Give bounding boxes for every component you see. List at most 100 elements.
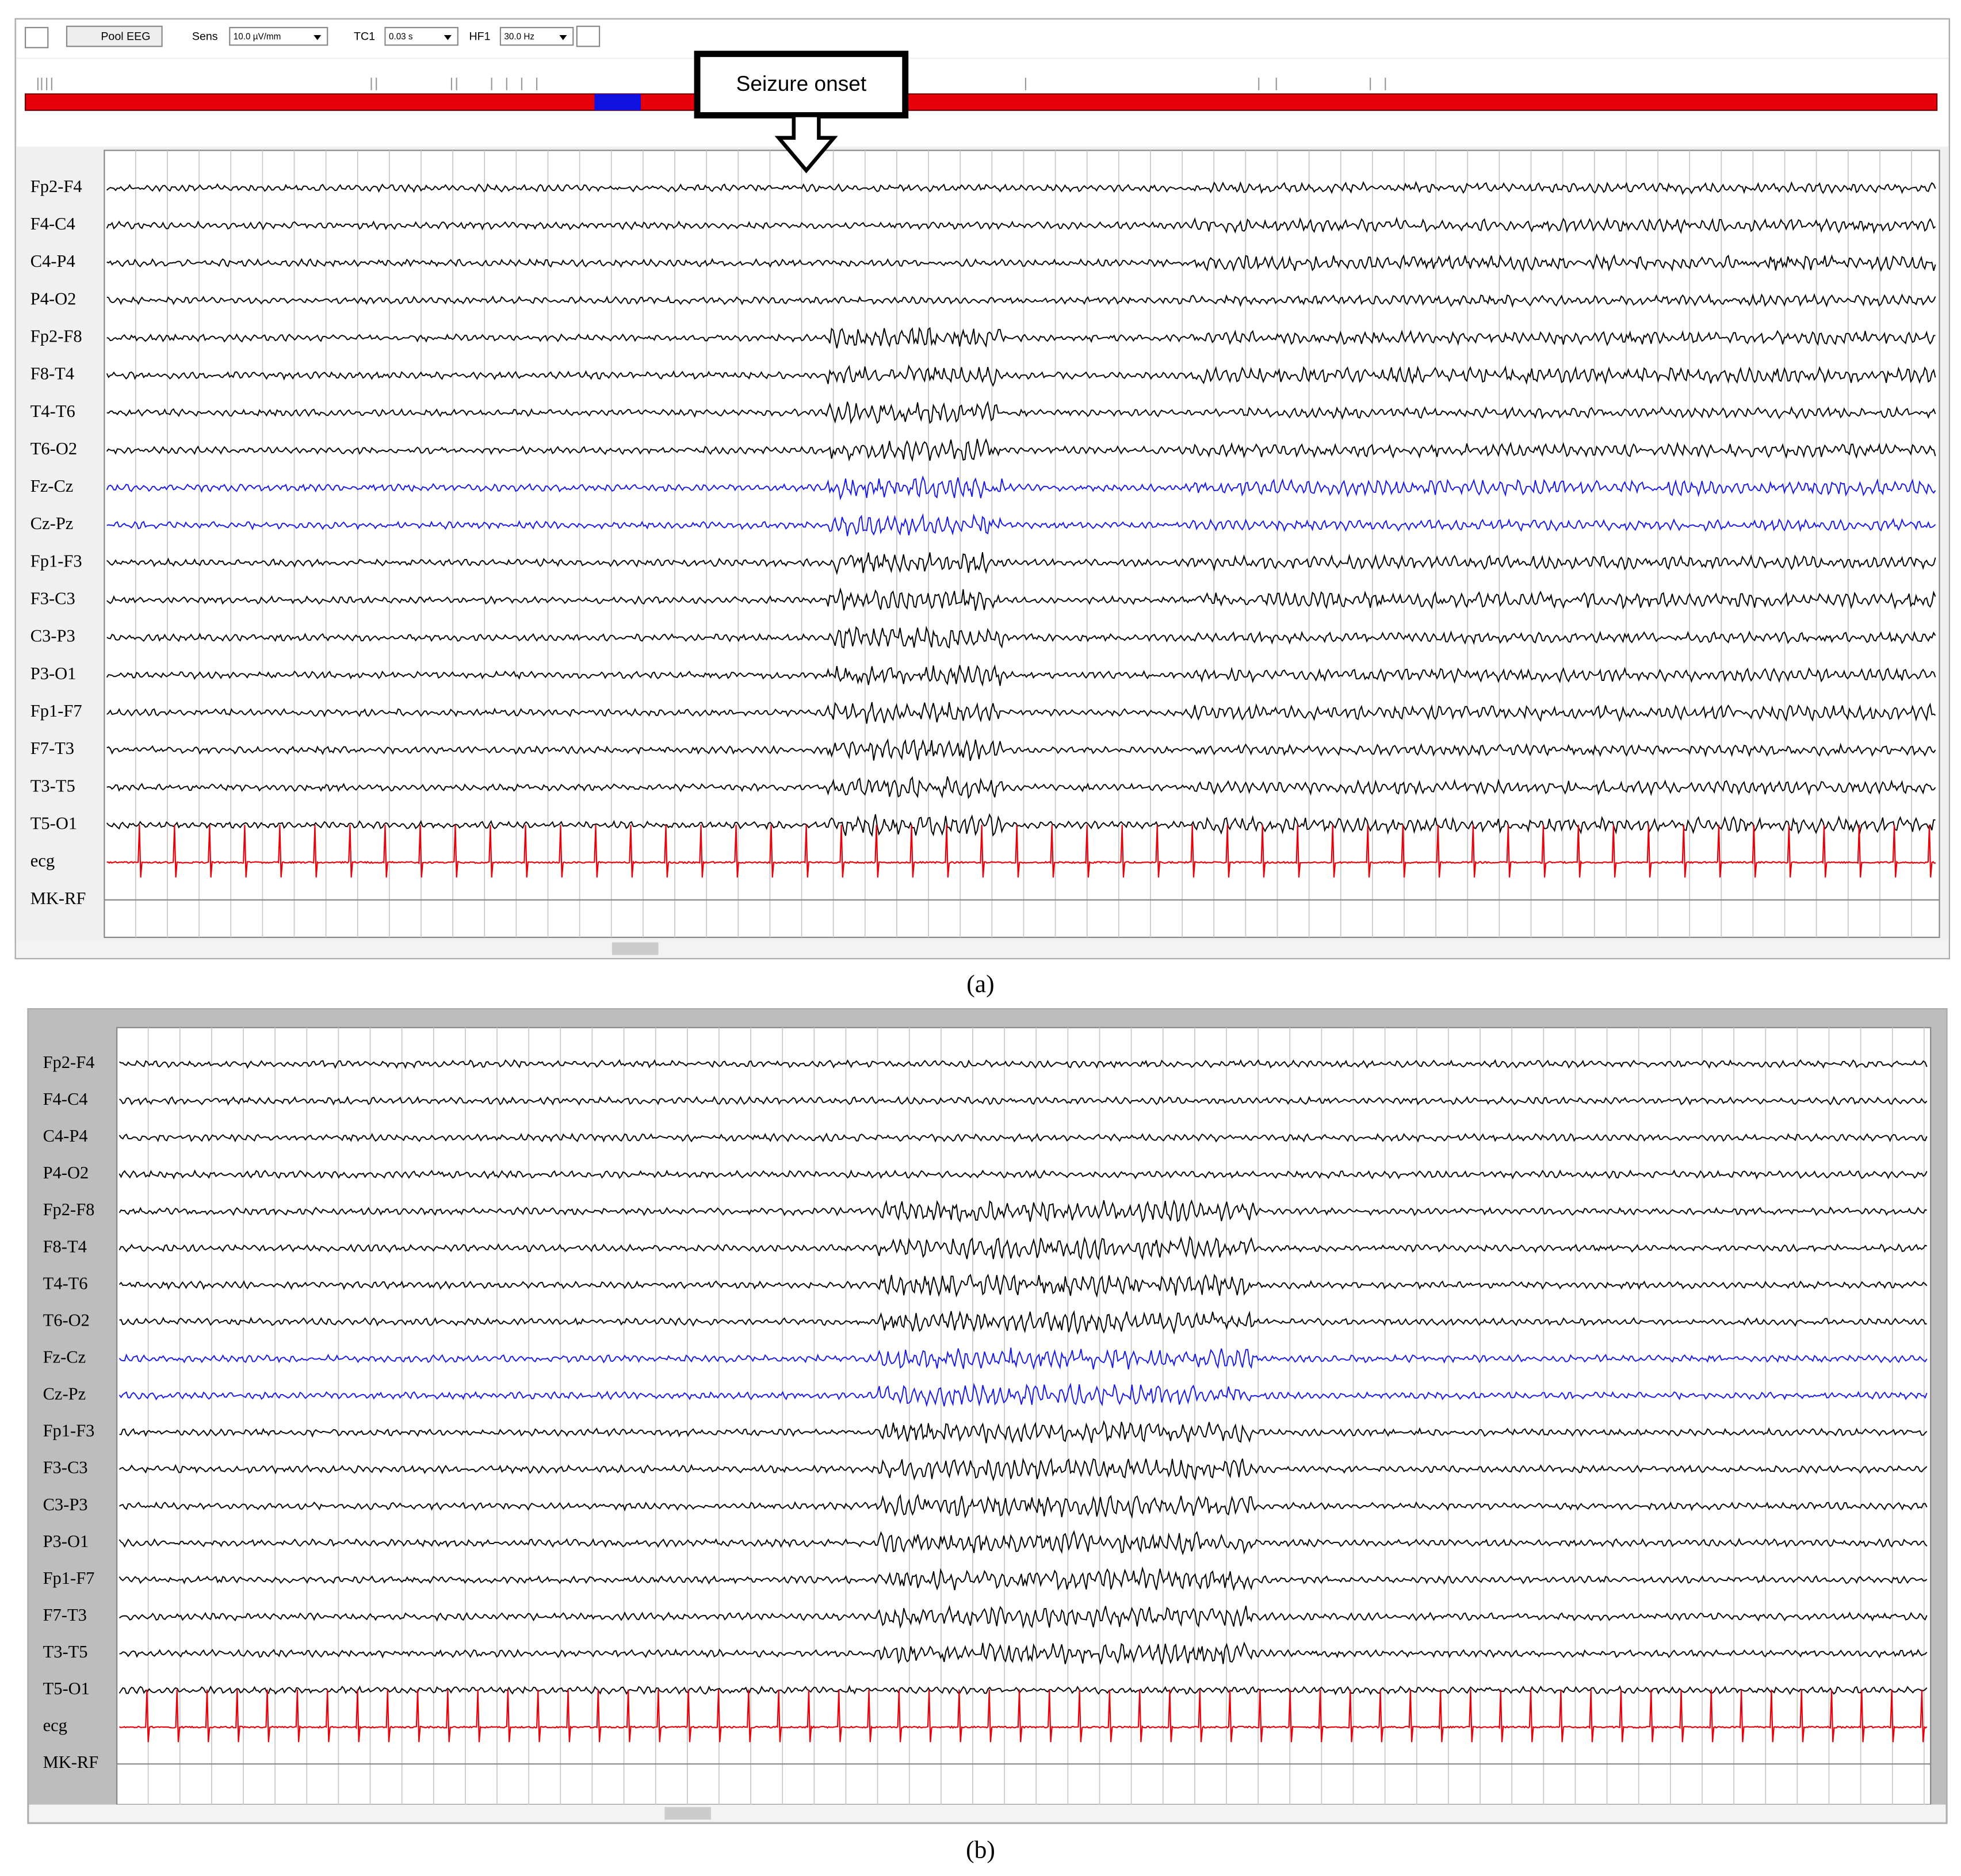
channel-label: Fp1-F7 <box>43 1568 95 1588</box>
eeg-trace <box>118 1494 1928 1519</box>
ecg-trace <box>106 825 1936 878</box>
channel-label: P4-O2 <box>30 289 77 308</box>
channel-label: T3-T5 <box>30 776 75 795</box>
eeg-trace <box>106 216 1936 234</box>
channel-label: C3-P3 <box>43 1495 88 1514</box>
eeg-trace <box>118 1096 1928 1106</box>
eeg-trace <box>118 1347 1928 1370</box>
trace-area-b <box>116 1027 1932 1805</box>
eeg-trace <box>118 1169 1928 1180</box>
eeg-traces: Fp2-F4 F4-C4 C4-P4 P4-O2 Fp2-F8 F8-T4 T4-T6 T6-… <box>43 1027 1931 1805</box>
timeline-position <box>594 94 641 110</box>
ecg-trace <box>118 1689 1928 1743</box>
scrollbar-thumb[interactable] <box>611 942 659 955</box>
channel-label: P3-O1 <box>43 1532 89 1551</box>
eeg-trace <box>106 181 1936 196</box>
channel-label: F8-T4 <box>43 1236 87 1256</box>
trace-area-a <box>104 150 1940 938</box>
channel-label: Fp1-F7 <box>30 701 82 721</box>
sens-select[interactable] <box>229 26 328 46</box>
eeg-trace <box>118 1273 1928 1298</box>
channel-label: Fz-Cz <box>30 476 74 496</box>
eeg-trace <box>106 400 1936 425</box>
eeg-trace <box>106 702 1936 724</box>
channel-label: MK-RF <box>30 889 86 908</box>
pool-button-label: Pool EEG <box>101 30 150 43</box>
channel-label: Fp1-F3 <box>30 551 82 571</box>
channel-label: F3-C3 <box>30 589 75 608</box>
eeg-trace <box>118 1132 1928 1143</box>
eeg-trace <box>118 1199 1927 1223</box>
channel-label: Fp2-F8 <box>30 326 82 346</box>
hf-label: HF1 <box>469 30 490 43</box>
eeg-traces: Fp2-F4 F4-C4 C4-P4 P4-O2 Fp2-F8 F8-T4 T4-T6 T6-… <box>30 150 1940 937</box>
eeg-trace <box>106 625 1936 649</box>
channel-label: C3-P3 <box>30 626 75 646</box>
eeg-trace <box>118 1382 1928 1407</box>
scrollbar[interactable] <box>29 1804 1946 1823</box>
channel-label: T4-T6 <box>43 1273 88 1293</box>
eeg-trace <box>106 253 1936 273</box>
eeg-trace <box>118 1059 1928 1070</box>
channel-label: T5-O1 <box>43 1679 90 1698</box>
channel-label: Fp2-F8 <box>43 1200 95 1219</box>
tc-value: 0.03 s <box>389 32 413 41</box>
channel-label: F7-T3 <box>43 1605 87 1625</box>
channel-label: F7-T3 <box>30 738 74 758</box>
annotation-arrow <box>774 113 838 174</box>
channel-label: P3-O1 <box>30 664 77 683</box>
channel-label: Fp1-F3 <box>43 1421 95 1441</box>
eeg-trace <box>119 1310 1927 1335</box>
timeline-ticks <box>37 78 1386 90</box>
eeg-trace <box>118 1605 1928 1629</box>
eeg-trace <box>106 664 1936 687</box>
channel-label: F4-C4 <box>43 1089 88 1109</box>
hf-value: 30.0 Hz <box>504 32 534 41</box>
eeg-trace <box>106 327 1936 349</box>
scrollbar[interactable] <box>16 940 1948 958</box>
eeg-trace <box>119 1420 1928 1444</box>
channel-label: Fz-Cz <box>43 1347 86 1366</box>
eeg-trace <box>106 513 1936 537</box>
eeg-trace <box>118 1530 1928 1556</box>
dropdown-arrow <box>559 35 567 40</box>
timeline-bar[interactable] <box>24 93 1938 111</box>
eeg-trace <box>106 552 1936 576</box>
channel-label: T6-O2 <box>43 1310 90 1330</box>
dropdown-arrow <box>444 35 452 40</box>
scrollbar-thumb[interactable] <box>664 1807 712 1820</box>
eeg-trace <box>119 1641 1928 1666</box>
channel-label: ecg <box>30 851 55 871</box>
eeg-trace <box>106 475 1936 501</box>
channel-label: C4-P4 <box>43 1126 88 1146</box>
sens-value: 10.0 µV/mm <box>234 32 281 41</box>
channel-label: T6-O2 <box>30 439 77 458</box>
eeg-trace <box>106 813 1936 837</box>
channel-label: ecg <box>43 1716 67 1735</box>
channel-label: T3-T5 <box>43 1642 88 1661</box>
pool-button[interactable] <box>66 25 163 47</box>
channel-label: F8-T4 <box>30 364 74 384</box>
channel-label: F4-C4 <box>30 214 75 233</box>
caption: (a) <box>966 970 994 998</box>
dropdown-arrow <box>314 35 322 40</box>
eeg-trace <box>106 438 1936 462</box>
toolbar <box>16 20 1948 58</box>
channel-label: T5-O1 <box>30 813 77 833</box>
toolbar-icon[interactable] <box>24 26 49 48</box>
tc-label: TC1 <box>354 30 375 43</box>
eeg-trace <box>118 1457 1928 1482</box>
eeg-trace <box>106 738 1936 761</box>
eeg-trace <box>106 364 1936 387</box>
channel-label: C4-P4 <box>30 251 75 271</box>
channel-label: Fp2-F4 <box>43 1052 95 1072</box>
sens-label: Sens <box>192 30 218 43</box>
eeg-trace <box>118 1566 1928 1591</box>
eeg-trace <box>106 587 1936 611</box>
filter-button[interactable] <box>576 25 601 47</box>
channel-label: P4-O2 <box>43 1163 89 1182</box>
channel-label: Cz-Pz <box>30 514 74 533</box>
channel-label: T4-T6 <box>30 401 75 421</box>
